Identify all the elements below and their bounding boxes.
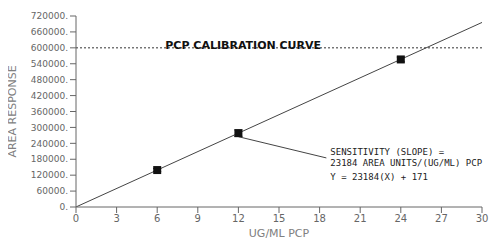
svg-text:420000.: 420000. xyxy=(31,91,68,101)
svg-text:720000.: 720000. xyxy=(31,11,68,21)
svg-text:9: 9 xyxy=(195,213,201,224)
svg-text:3: 3 xyxy=(113,213,119,224)
svg-text:12: 12 xyxy=(232,213,245,224)
svg-text:240000.: 240000. xyxy=(31,139,68,149)
svg-text:480000.: 480000. xyxy=(31,75,68,85)
svg-text:0: 0 xyxy=(73,213,79,224)
html-text:PCP CALIBRATION CURVE: PCP CALIBRATION CURVE xyxy=(165,38,321,52)
svg-text:540000.: 540000. xyxy=(31,59,68,69)
svg-text:60000.: 60000. xyxy=(37,186,69,196)
svg-text:15: 15 xyxy=(273,213,286,224)
svg-text:120000.: 120000. xyxy=(31,170,68,180)
svg-text:180000.: 180000. xyxy=(31,154,68,164)
svg-text:300000.: 300000. xyxy=(31,123,68,133)
svg-text:660000.: 660000. xyxy=(31,27,68,37)
svg-text:27: 27 xyxy=(435,213,448,224)
svg-text:18: 18 xyxy=(313,213,326,224)
svg-text:Y = 23184(X) + 171: Y = 23184(X) + 171 xyxy=(330,172,428,182)
svg-text:6: 6 xyxy=(154,213,160,224)
svg-text:SENSITIVITY (SLOPE) =: SENSITIVITY (SLOPE) = xyxy=(330,147,444,157)
svg-text:23184 AREA UNITS/(UG/ML) PCP: 23184 AREA UNITS/(UG/ML) PCP xyxy=(330,158,482,168)
svg-text:21: 21 xyxy=(354,213,367,224)
svg-text:AREA RESPONSE: AREA RESPONSE xyxy=(8,65,19,157)
svg-text:0.: 0. xyxy=(59,202,68,212)
svg-text:600000.: 600000. xyxy=(31,43,68,53)
svg-text:UG/ML PCP: UG/ML PCP xyxy=(249,227,310,240)
svg-text:24: 24 xyxy=(394,213,407,224)
svg-text:360000.: 360000. xyxy=(31,107,68,117)
svg-text:30: 30 xyxy=(476,213,489,224)
